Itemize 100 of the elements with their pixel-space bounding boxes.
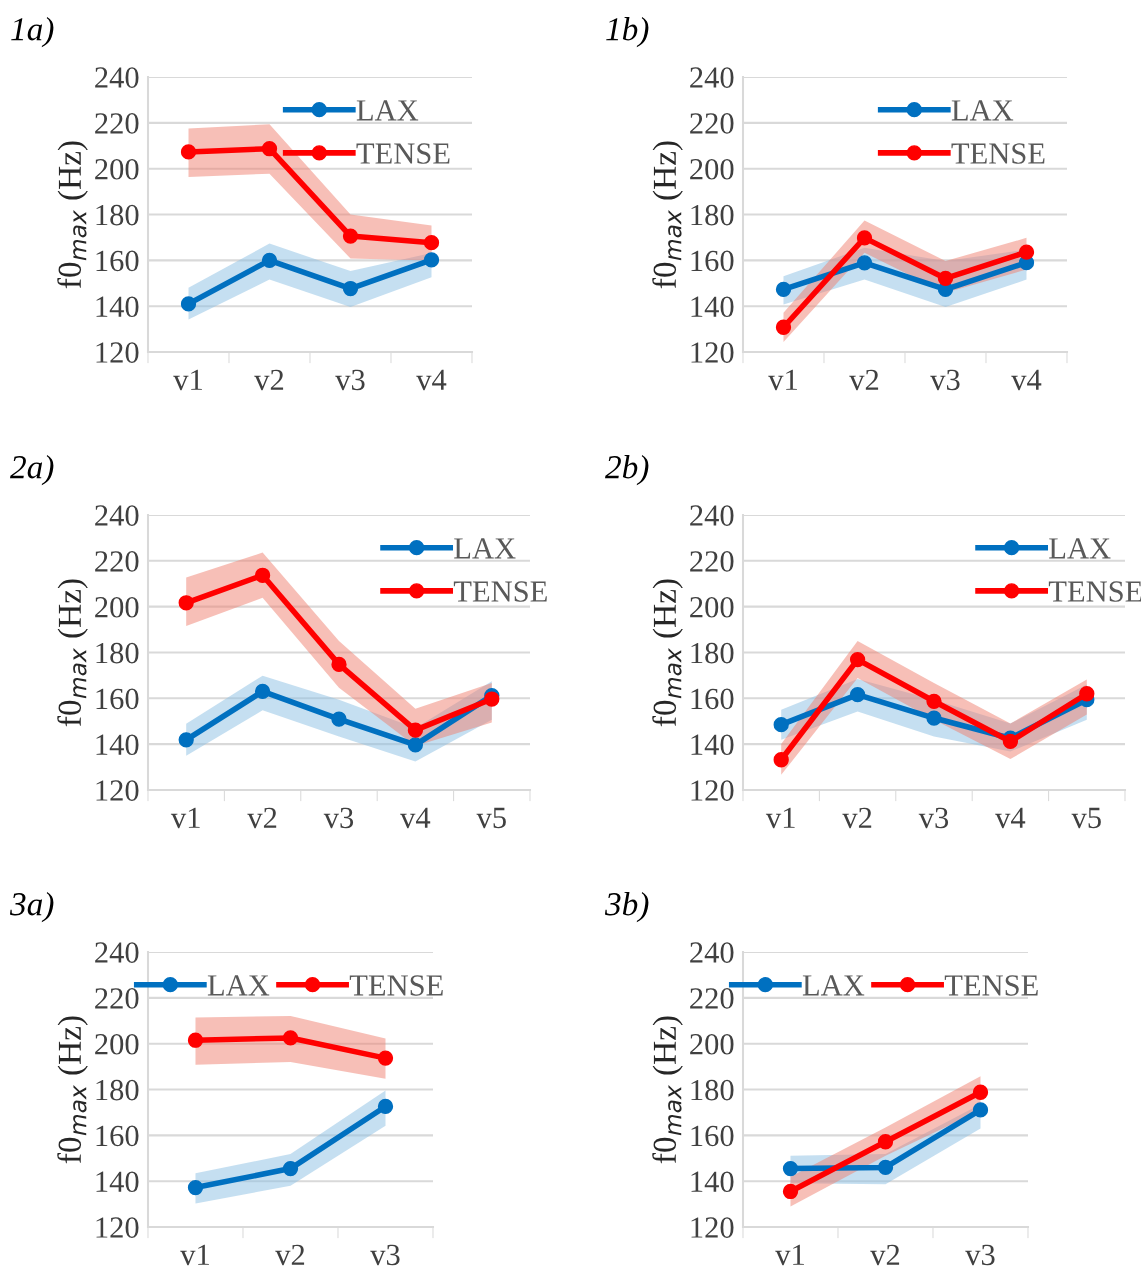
y-axis-title: f0$_{max}$ (Hz) xyxy=(57,579,88,727)
y-tick-label: 120 xyxy=(691,780,734,801)
x-tick-label: v2 xyxy=(849,369,879,391)
y-tick-label: 200 xyxy=(690,596,734,618)
y-tick-label: 200 xyxy=(95,158,139,180)
point xyxy=(254,567,271,583)
y-tick-label: 120 xyxy=(96,780,139,801)
point xyxy=(849,687,866,703)
legend-label: LAX xyxy=(951,100,1014,121)
point xyxy=(187,1179,204,1196)
y-tick-label: 140 xyxy=(691,1171,734,1193)
y-tick-label: 160 xyxy=(691,688,734,710)
point xyxy=(261,252,278,268)
x-tick-label: v3 xyxy=(965,1244,995,1266)
point xyxy=(180,144,197,160)
legend-label: LAX xyxy=(356,100,419,121)
x-tick-label: v2 xyxy=(247,807,277,829)
y-tick-label: 240 xyxy=(690,505,734,526)
chart-title: 1b) xyxy=(606,17,649,48)
point xyxy=(254,683,271,700)
y-tick-label: 140 xyxy=(691,296,734,318)
legend-label: LAX xyxy=(802,975,865,996)
x-tick-label: v1 xyxy=(775,1244,804,1266)
y-tick-label: 200 xyxy=(95,596,139,618)
y-tick-label: 180 xyxy=(96,1079,139,1101)
point xyxy=(407,722,424,738)
point xyxy=(877,1134,894,1150)
y-tick-label: 240 xyxy=(95,942,139,963)
point xyxy=(261,141,278,157)
point xyxy=(377,1098,394,1115)
x-tick-label: v4 xyxy=(995,807,1026,829)
point xyxy=(775,281,792,298)
x-tick-label: v2 xyxy=(254,369,284,391)
y-tick-label: 240 xyxy=(690,942,734,963)
y-tick-label: 180 xyxy=(691,1079,734,1101)
chart-title: 1a) xyxy=(11,17,54,48)
y-axis-title: f0$_{max}$ (Hz) xyxy=(652,141,683,289)
point xyxy=(972,1084,989,1100)
point xyxy=(926,710,942,726)
point xyxy=(423,235,440,251)
point xyxy=(484,691,500,707)
y-tick-label: 200 xyxy=(690,158,734,180)
y-tick-label: 240 xyxy=(95,67,139,88)
point xyxy=(407,737,424,753)
chart-title: 2b) xyxy=(605,455,649,486)
point xyxy=(180,296,197,312)
legend-label: TENSE xyxy=(951,143,1045,164)
y-tick-label: 160 xyxy=(691,250,734,272)
legend-label: TENSE xyxy=(1048,581,1141,602)
y-tick-label: 220 xyxy=(690,551,734,572)
point xyxy=(282,1030,299,1046)
y-tick-label: 240 xyxy=(95,505,139,526)
x-tick-label: v1 xyxy=(173,369,202,391)
x-tick-label: v3 xyxy=(370,1244,400,1266)
legend-label: TENSE xyxy=(356,143,450,164)
point xyxy=(782,1183,799,1200)
y-tick-label: 160 xyxy=(96,688,139,710)
y-tick-label: 120 xyxy=(691,1217,734,1238)
point xyxy=(342,280,359,297)
point xyxy=(1002,733,1019,750)
y-tick-label: 160 xyxy=(96,1125,139,1147)
legend-label: LAX xyxy=(454,538,516,559)
y-tick-label: 180 xyxy=(96,642,139,664)
chart-title: 3a) xyxy=(9,892,54,923)
y-tick-label: 180 xyxy=(96,204,139,226)
x-tick-label: v4 xyxy=(416,369,447,391)
point xyxy=(926,693,942,709)
point xyxy=(331,656,347,673)
x-tick-label: v2 xyxy=(275,1244,305,1266)
x-tick-label: v5 xyxy=(476,807,506,829)
y-tick-label: 220 xyxy=(95,988,139,1009)
point xyxy=(1018,244,1035,260)
x-tick-label: v1 xyxy=(768,369,797,391)
point xyxy=(331,711,347,727)
point xyxy=(282,1160,299,1177)
legend-label: LAX xyxy=(1049,538,1111,559)
x-tick-label: v3 xyxy=(323,807,354,829)
y-tick-label: 140 xyxy=(96,734,139,756)
legend-label: TENSE xyxy=(944,975,1038,996)
legend-label: TENSE xyxy=(349,975,443,996)
y-tick-label: 140 xyxy=(96,1171,139,1193)
point xyxy=(937,270,954,287)
x-tick-label: v5 xyxy=(1071,807,1101,829)
x-tick-label: v4 xyxy=(1011,369,1042,391)
legend-label: TENSE xyxy=(453,581,547,602)
point xyxy=(856,230,873,246)
x-tick-label: v1 xyxy=(180,1244,209,1266)
y-tick-label: 200 xyxy=(690,1033,734,1055)
x-tick-label: v4 xyxy=(400,807,431,829)
x-tick-label: v3 xyxy=(930,369,960,391)
y-tick-label: 160 xyxy=(96,250,139,272)
y-axis-title: f0$_{max}$ (Hz) xyxy=(652,579,683,727)
y-tick-label: 240 xyxy=(690,67,734,88)
x-tick-label: v3 xyxy=(335,369,365,391)
y-tick-label: 120 xyxy=(96,1217,139,1238)
point xyxy=(972,1102,989,1118)
y-tick-label: 200 xyxy=(95,1033,139,1055)
y-tick-label: 220 xyxy=(690,988,734,1009)
y-tick-label: 140 xyxy=(691,734,734,756)
point xyxy=(1079,686,1095,702)
